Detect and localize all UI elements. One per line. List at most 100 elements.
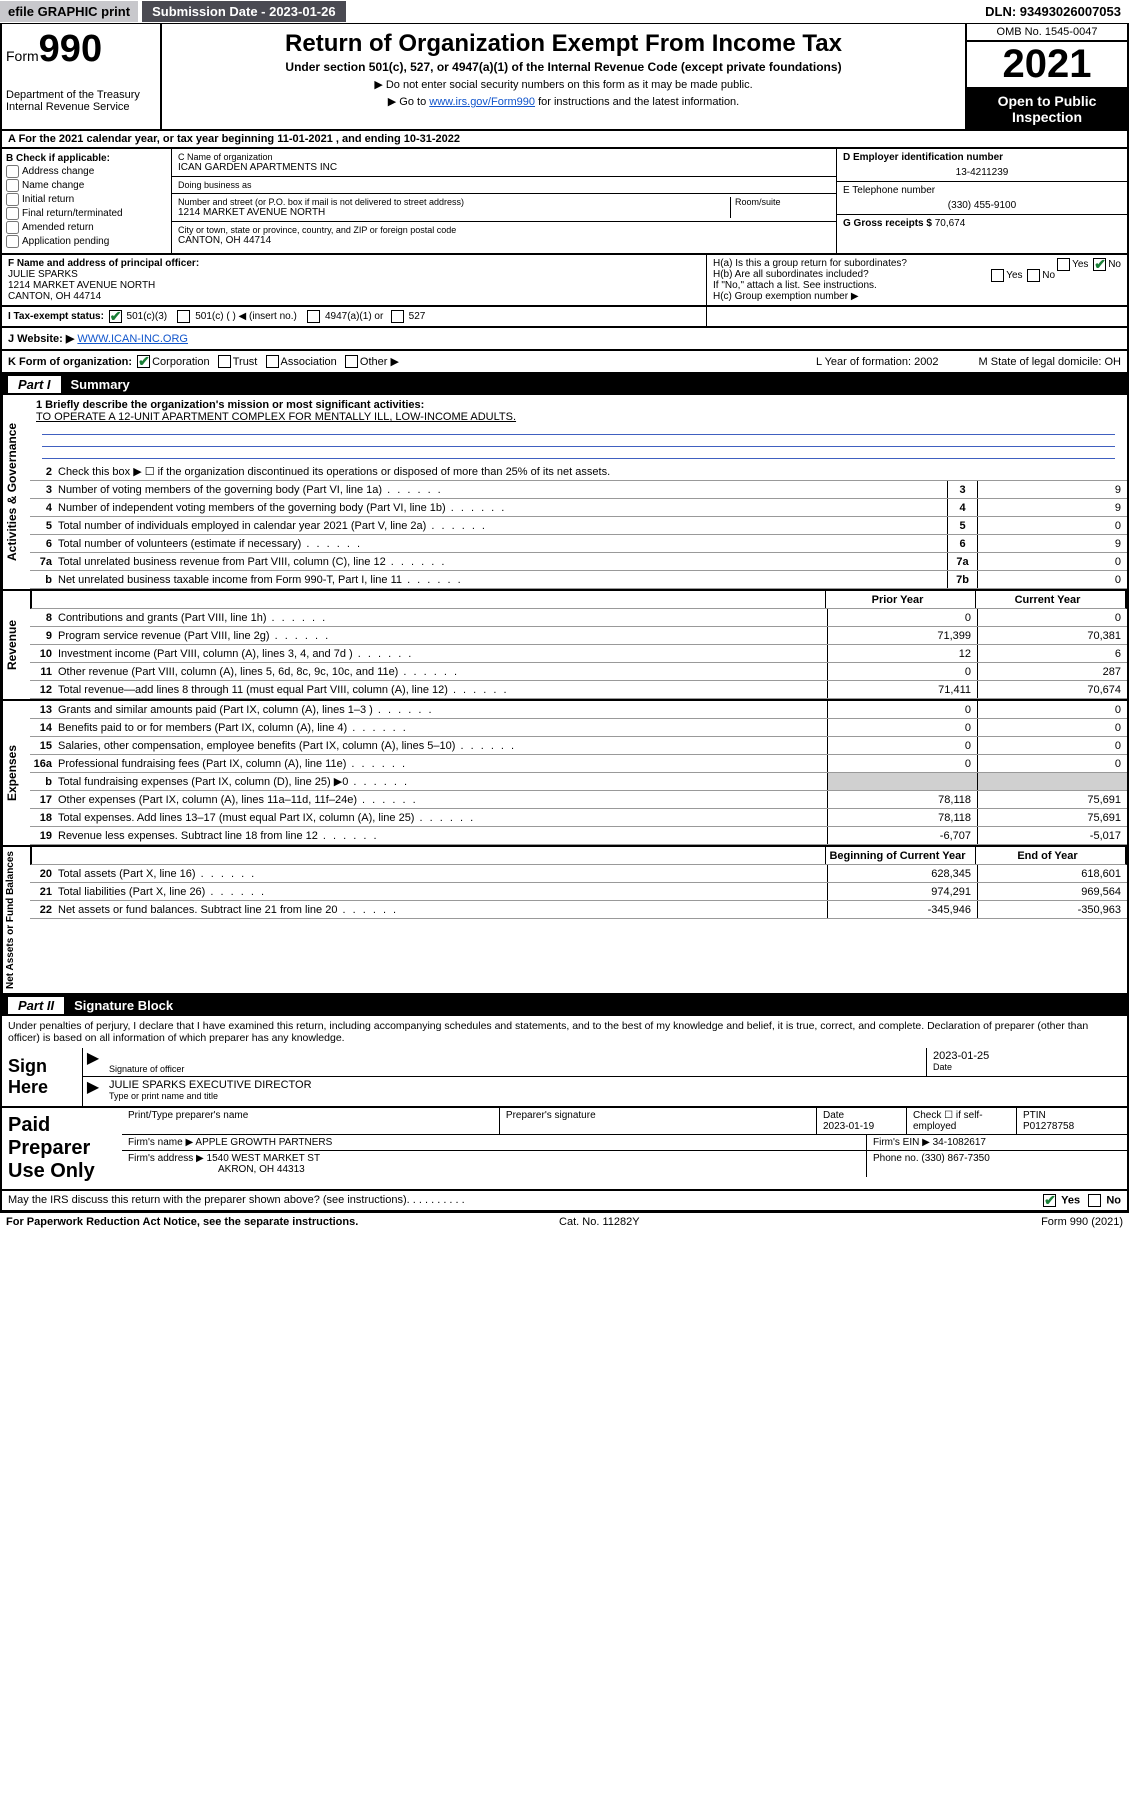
cb-initial-return[interactable]: Initial return	[6, 193, 167, 206]
addr-label: Number and street (or P.O. box if mail i…	[178, 197, 730, 207]
summary-section-rev: Revenue Prior Year Current Year 8Contrib…	[0, 591, 1129, 701]
tax-year: 2021	[967, 42, 1127, 89]
ha-yes-cb[interactable]	[1057, 258, 1070, 271]
paid-row2: Firm's name ▶ APPLE GROWTH PARTNERS Firm…	[122, 1135, 1127, 1151]
527-cb[interactable]	[391, 310, 404, 323]
501c-cb[interactable]	[177, 310, 190, 323]
paid-preparer: Paid Preparer Use Only Print/Type prepar…	[0, 1108, 1129, 1191]
vlabel-net: Net Assets or Fund Balances	[2, 847, 30, 993]
net-header: Beginning of Current Year End of Year	[30, 847, 1127, 865]
trust: Trust	[233, 356, 258, 368]
vlabel-exp: Expenses	[2, 701, 30, 845]
summary-section-net: Net Assets or Fund Balances Beginning of…	[0, 847, 1129, 995]
ha-row: H(a) Is this a group return for subordin…	[713, 258, 1121, 269]
cb-address-change[interactable]: Address change	[6, 165, 167, 178]
hb-yes: Yes	[1006, 270, 1022, 281]
other: Other ▶	[360, 355, 399, 368]
discuss-yes-cb[interactable]	[1043, 1194, 1056, 1207]
summary-row: 5Total number of individuals employed in…	[30, 517, 1127, 535]
exp-body: 13Grants and similar amounts paid (Part …	[30, 701, 1127, 845]
org-name-cell: C Name of organization ICAN GARDEN APART…	[172, 149, 836, 177]
f-label: F Name and address of principal officer:	[8, 258, 700, 269]
form-subtitle: Under section 501(c), 527, or 4947(a)(1)…	[170, 60, 957, 74]
summary-row: 20Total assets (Part X, line 16)628,3456…	[30, 865, 1127, 883]
501c3: 501(c)(3)	[127, 311, 168, 322]
rev-body: Prior Year Current Year 8Contributions a…	[30, 591, 1127, 699]
mission-text: TO OPERATE A 12-UNIT APARTMENT COMPLEX F…	[36, 411, 516, 423]
sig-date-label: Date	[933, 1062, 1121, 1072]
cb-final-return[interactable]: Final return/terminated	[6, 207, 167, 220]
note2-post: for instructions and the latest informat…	[535, 96, 739, 108]
ein-value: 13-4211239	[843, 167, 1121, 178]
ha-no-cb[interactable]	[1093, 258, 1106, 271]
summary-row: 10Investment income (Part VIII, column (…	[30, 645, 1127, 663]
officer-name: JULIE SPARKS	[8, 269, 700, 280]
other-cb[interactable]	[345, 355, 358, 368]
summary-row: 11Other revenue (Part VIII, column (A), …	[30, 663, 1127, 681]
summary-row: bTotal fundraising expenses (Part IX, co…	[30, 773, 1127, 791]
gov-body: 1 Briefly describe the organization's mi…	[30, 395, 1127, 589]
summary-row: 12Total revenue—add lines 8 through 11 (…	[30, 681, 1127, 699]
line1-label: 1 Briefly describe the organization's mi…	[36, 399, 424, 411]
dba-label: Doing business as	[178, 180, 830, 190]
prep-date: 2023-01-19	[823, 1121, 900, 1132]
efile-button[interactable]: efile GRAPHIC print	[0, 1, 138, 22]
begin-year-hdr: Beginning of Current Year	[825, 847, 975, 864]
irs-link[interactable]: www.irs.gov/Form990	[429, 96, 535, 108]
part1-num: Part I	[8, 376, 61, 393]
pra-notice: For Paperwork Reduction Act Notice, see …	[6, 1216, 358, 1228]
summary-row: 6Total number of volunteers (estimate if…	[30, 535, 1127, 553]
cat-no: Cat. No. 11282Y	[559, 1216, 640, 1228]
summary-row: 7aTotal unrelated business revenue from …	[30, 553, 1127, 571]
c-name-label: C Name of organization	[178, 152, 830, 162]
ha-no: No	[1108, 259, 1121, 270]
cb-app-pending[interactable]: Application pending	[6, 235, 167, 248]
cb-name-change[interactable]: Name change	[6, 179, 167, 192]
note-goto: ▶ Go to www.irs.gov/Form990 for instruct…	[170, 95, 957, 108]
sign-content: ▶ Signature of officer 2023-01-25 Date ▶…	[82, 1048, 1127, 1106]
vlabel-gov: Activities & Governance	[2, 395, 30, 589]
header-mid: Return of Organization Exempt From Incom…	[162, 24, 967, 129]
discuss-no: No	[1106, 1194, 1121, 1206]
org-name: ICAN GARDEN APARTMENTS INC	[178, 162, 830, 173]
j-label: J Website: ▶	[8, 332, 74, 345]
block-h: H(a) Is this a group return for subordin…	[707, 255, 1127, 305]
cb-amended[interactable]: Amended return	[6, 221, 167, 234]
501c3-cb[interactable]	[109, 310, 122, 323]
dba-cell: Doing business as	[172, 177, 836, 194]
discuss-yes: Yes	[1061, 1194, 1080, 1206]
website-link[interactable]: WWW.ICAN-INC.ORG	[77, 333, 188, 345]
hc-row: H(c) Group exemption number ▶	[713, 291, 1121, 302]
mission-line	[42, 423, 1115, 435]
year-formation: L Year of formation: 2002	[816, 356, 939, 368]
signature-block: Under penalties of perjury, I declare th…	[0, 1016, 1129, 1108]
city-value: CANTON, OH 44714	[178, 235, 830, 246]
4947-cb[interactable]	[307, 310, 320, 323]
sig-name-field: JULIE SPARKS EXECUTIVE DIRECTOR Type or …	[103, 1077, 1127, 1103]
d-label: D Employer identification number	[843, 152, 1121, 163]
h1: Print/Type preparer's name	[128, 1110, 493, 1121]
trust-cb[interactable]	[218, 355, 231, 368]
corp-cb[interactable]	[137, 355, 150, 368]
paid-row1: Print/Type preparer's name Preparer's si…	[122, 1108, 1127, 1135]
part2-title: Signature Block	[74, 998, 173, 1013]
hb-no-cb[interactable]	[1027, 269, 1040, 282]
summary-row: 15Salaries, other compensation, employee…	[30, 737, 1127, 755]
top-bar: efile GRAPHIC print Submission Date - 20…	[0, 0, 1129, 24]
h4: Check ☐ if self-employed	[913, 1110, 1010, 1132]
assoc-cb[interactable]	[266, 355, 279, 368]
hb-yes-cb[interactable]	[991, 269, 1004, 282]
discuss-no-cb[interactable]	[1088, 1194, 1101, 1207]
summary-section-exp: Expenses 13Grants and similar amounts pa…	[0, 701, 1129, 847]
sig-date: 2023-01-25	[933, 1050, 1121, 1062]
assoc: Association	[281, 356, 337, 368]
firm-addr: 1540 WEST MARKET ST	[207, 1153, 321, 1164]
summary-row: 8Contributions and grants (Part VIII, li…	[30, 609, 1127, 627]
sig-officer-field[interactable]: Signature of officer	[103, 1048, 927, 1076]
summary-row: bNet unrelated business taxable income f…	[30, 571, 1127, 589]
ein-label: Firm's EIN ▶	[873, 1137, 930, 1148]
paid-row3: Firm's address ▶ 1540 WEST MARKET STAKRO…	[122, 1151, 1127, 1177]
addr-cell: Number and street (or P.O. box if mail i…	[172, 194, 836, 222]
firm-addr-label: Firm's address ▶	[128, 1153, 204, 1164]
paid-grid: Print/Type preparer's name Preparer's si…	[122, 1108, 1127, 1189]
